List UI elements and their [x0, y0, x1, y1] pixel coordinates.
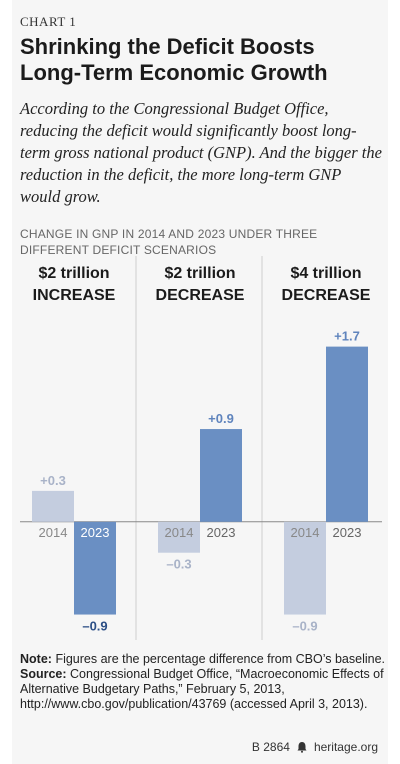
data-label: +1.7: [334, 329, 360, 344]
year-label: 2014: [291, 525, 320, 540]
bar-2014: [158, 521, 200, 553]
bar-2023: [200, 429, 242, 522]
note-line: Note: Figures are the percentage differe…: [20, 652, 390, 667]
footnote: Note: Figures are the percentage differe…: [20, 652, 390, 712]
footer-site: heritage.org: [313, 740, 378, 754]
year-label: 2023: [333, 525, 362, 540]
panel-title-line1: $4 trillion: [290, 265, 361, 282]
bar-2023: [74, 521, 116, 615]
bar-chart: $2 trillion INCREASE +0.3 2014 –0.9 2023 $2 tr…: [20, 256, 382, 640]
source-text: Congressional Budget Office, “Macroecono…: [20, 667, 384, 711]
chart-kicker: CHART 1: [20, 14, 77, 29]
chart-card: [12, 0, 388, 764]
bar-2014: [284, 521, 326, 615]
year-label: 2014: [165, 525, 194, 540]
footer: B 2864 heritage.org: [252, 740, 378, 754]
panel-title-line1: $2 trillion: [38, 265, 109, 282]
chart-subtitle: According to the Congressional Budget Of…: [20, 99, 382, 206]
bar-2023: [326, 346, 368, 522]
bar-2014: [32, 490, 74, 522]
panel-title-line2: DECREASE: [156, 287, 245, 304]
data-label: –0.9: [82, 619, 107, 634]
note-text: Figures are the percentage difference fr…: [55, 652, 386, 666]
data-label: +0.9: [208, 411, 234, 426]
source-line: Source: Congressional Budget Office, “Ma…: [20, 667, 390, 712]
chart-heading: CHANGE IN GNP IN 2014 AND 2023 UNDER THR…: [20, 227, 318, 257]
year-label: 2023: [207, 525, 236, 540]
panel-title-line2: INCREASE: [33, 287, 116, 304]
note-label: Note:: [20, 652, 52, 666]
data-label: –0.9: [292, 619, 317, 634]
panel-title-line2: DECREASE: [282, 287, 371, 304]
year-label: 2023: [81, 525, 110, 540]
footer-code: B 2864: [251, 740, 290, 754]
year-label: 2014: [39, 525, 68, 540]
panel-title-line1: $2 trillion: [164, 265, 235, 282]
liberty-bell-icon: [297, 742, 307, 753]
data-label: +0.3: [40, 473, 66, 488]
source-label: Source:: [20, 667, 67, 681]
chart-title: Shrinking the Deficit Boosts Long-Term E…: [20, 34, 328, 85]
data-label: –0.3: [166, 557, 191, 572]
